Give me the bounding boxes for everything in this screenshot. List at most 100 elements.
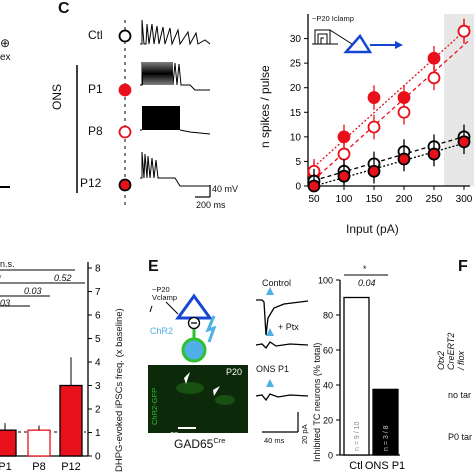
c-y-tick-label: 30 xyxy=(290,34,302,45)
e-bar-count: n = 3 / 8 xyxy=(383,425,390,451)
d-ticks: 0 1 2 3 4 5 6 7 8 xyxy=(88,264,101,463)
trace-label-ctl: Ctl xyxy=(88,28,103,42)
c-y-tick-label: 0 xyxy=(295,182,301,193)
e-y-tick-label: 100 xyxy=(318,276,333,286)
sig-label-03: 03 xyxy=(0,298,11,308)
d-y-tick-label: 4 xyxy=(95,358,101,369)
data-point-p12 xyxy=(427,147,441,161)
c-x-tick-label: 300 xyxy=(456,194,473,205)
data-point-p8 xyxy=(337,147,351,161)
shaded-band xyxy=(444,14,474,186)
tc-neuron-triangle-icon xyxy=(175,293,213,320)
e-y-tick-label: 20 xyxy=(323,416,333,426)
c-y-tick-label: 5 xyxy=(295,157,301,168)
e-ticks: 0 20 40 60 80 100 xyxy=(318,276,340,461)
d-y-tick-label: 0 xyxy=(95,452,101,463)
trace-ctl xyxy=(140,19,211,46)
data-point-p8 xyxy=(367,120,381,134)
trace-p1 xyxy=(140,61,210,91)
trace-label-ons-p1: ONS P1 xyxy=(256,364,290,374)
trace-p8-dense xyxy=(142,106,180,130)
c-y-tick-label: 10 xyxy=(290,132,302,143)
patch-pipette xyxy=(149,301,179,315)
e-bar-label: ONS P1 xyxy=(365,460,405,472)
d-y-tick-label: 1 xyxy=(95,428,101,439)
e-y-tick-label: 40 xyxy=(323,381,333,391)
trace-label-control: Control xyxy=(262,278,292,288)
e-bar-label: Ctl xyxy=(349,460,362,472)
scale-label-e-ms: 40 ms xyxy=(264,436,285,445)
trace-label-p1: P1 xyxy=(88,82,103,96)
c-x-tick-label: 50 xyxy=(308,194,320,205)
f-row-p0-tam: P0 tar xyxy=(448,432,473,442)
data-point-p12 xyxy=(307,179,321,193)
marker-p8 xyxy=(118,125,132,139)
scale-label-e-pa: 20 pA xyxy=(300,424,309,444)
trace-label-ptx: + Ptx xyxy=(278,322,299,332)
data-point-p12 xyxy=(397,152,411,166)
inset-label: ~P20 Iclamp xyxy=(312,14,354,23)
sig-label-ns: n.s. xyxy=(0,259,15,269)
sig-star: * xyxy=(0,273,2,283)
data-point-p8 xyxy=(427,71,441,85)
bar-P12 xyxy=(59,384,83,457)
data-point-p12 xyxy=(367,164,381,178)
trace-ons-p1 xyxy=(255,393,309,402)
e-y-tick-label: 80 xyxy=(323,311,333,321)
c-ticks: 50 100 150 200 250 300 0 5 10 15 20 25 30 xyxy=(290,34,473,205)
e-y-tick-label: 60 xyxy=(323,346,333,356)
c-x-tick-label: 150 xyxy=(366,194,383,205)
scale-label-mv: 40 mV xyxy=(212,184,239,194)
bar-label-P8: P8 xyxy=(32,461,45,473)
d-y-tick-label: 7 xyxy=(95,287,101,298)
e-y-axis-label: Inhibited TC neurons (% total) xyxy=(312,342,322,462)
stim-arrowhead-icon xyxy=(266,328,274,336)
data-point-p1 xyxy=(337,130,351,144)
c-y-tick-label: 20 xyxy=(290,83,302,94)
gad65-neuron-icon xyxy=(181,337,207,363)
panel-letter-f: F xyxy=(458,258,468,275)
e-bars: n = 9 / 10 Ctl n = 3 / 8 ONS P1 xyxy=(343,296,405,472)
fit-line-p1 xyxy=(313,25,471,168)
d-y-tick-label: 6 xyxy=(95,311,101,322)
gad65-label: GAD65Cre xyxy=(174,436,226,451)
e-bar-0 xyxy=(343,296,370,456)
c-x-tick-label: 100 xyxy=(336,194,353,205)
trace-p12 xyxy=(140,151,210,187)
data-point-p8 xyxy=(457,24,471,38)
trace-ptx xyxy=(255,341,309,350)
f-y-label: Otx2 CreERT2 / flox xyxy=(436,332,466,370)
arrowhead-icon xyxy=(184,372,190,384)
data-point-p12 xyxy=(457,135,471,149)
f-row-no-tam: no tar xyxy=(448,390,472,400)
neuron-triangle-icon xyxy=(343,33,373,54)
light-stimulus-icon xyxy=(205,315,217,343)
data-point-p1 xyxy=(367,91,381,104)
panel-letter-c: C xyxy=(58,0,70,17)
image-scale-label: 20µm xyxy=(170,430,189,439)
chr2-label: ChR2 xyxy=(150,326,174,336)
d-y-tick-label: 8 xyxy=(95,264,101,275)
cropped-label: ex xyxy=(0,52,11,63)
ons-group-label: ONS xyxy=(50,83,64,110)
sig-label-052: 0.52 xyxy=(54,273,72,283)
arrow-right-icon xyxy=(395,41,403,49)
c-x-tick-label: 250 xyxy=(426,194,443,205)
d-y-axis-label: DHPG-evoked iPSCs freq. (x baseline) xyxy=(114,308,125,472)
d-y-tick-label: 2 xyxy=(95,405,101,416)
scale-label-ms: 200 ms xyxy=(196,200,226,210)
data-point-p12 xyxy=(337,169,351,183)
c-x-axis-label: Input (pA) xyxy=(346,222,399,236)
iclamp-inset xyxy=(312,29,353,45)
marker-ctl xyxy=(118,29,132,43)
fit-line-p12 xyxy=(313,140,471,187)
d-bars: P1 P8 P12 xyxy=(0,357,83,473)
c-fit-lines xyxy=(313,25,471,187)
sig-label-003: 0.03 xyxy=(24,286,42,296)
c-y-tick-label: 15 xyxy=(290,108,302,119)
oplus-icon: ⊕ xyxy=(0,36,11,50)
stim-arrowhead-icon xyxy=(266,287,274,295)
bar-P8 xyxy=(27,429,51,457)
e-y-tick-label: 0 xyxy=(328,451,333,461)
data-point-p8 xyxy=(397,105,411,119)
